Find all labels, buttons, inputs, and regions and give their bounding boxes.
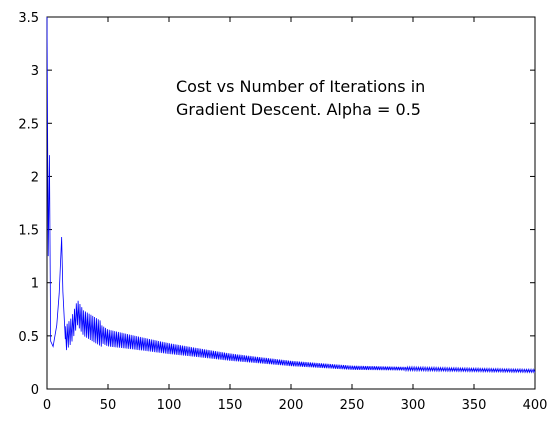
y-tick-label: 2.5: [18, 117, 39, 132]
y-tick-label: 1: [31, 277, 39, 292]
x-tick-label: 300: [401, 398, 426, 413]
plot-area: [46, 16, 536, 390]
x-tick-label: 150: [218, 398, 243, 413]
y-tick-label: 0.5: [18, 330, 39, 345]
x-tick-label: 50: [100, 398, 117, 413]
y-tick-label: 0: [31, 383, 39, 398]
y-tick-label: 2: [31, 170, 39, 185]
annotation-line-1: Cost vs Number of Iterations in: [176, 77, 425, 96]
x-tick-label: 200: [279, 398, 304, 413]
y-tick-label: 1.5: [18, 224, 39, 239]
x-axis-ticks: 0 50 100 150 200 250 300 350 400: [43, 17, 548, 413]
x-tick-label: 400: [523, 398, 548, 413]
y-tick-label: 3: [31, 64, 39, 79]
x-tick-label: 250: [340, 398, 365, 413]
y-tick-label: 3.5: [18, 11, 39, 26]
x-tick-label: 100: [157, 398, 182, 413]
annotation-line-2: Gradient Descent. Alpha = 0.5: [176, 100, 421, 119]
x-tick-label: 0: [43, 398, 51, 413]
x-tick-label: 350: [462, 398, 487, 413]
series-line: [46, 16, 536, 374]
y-axis-ticks: 0 0.5 1 1.5 2 2.5 3 3.5: [18, 11, 535, 398]
